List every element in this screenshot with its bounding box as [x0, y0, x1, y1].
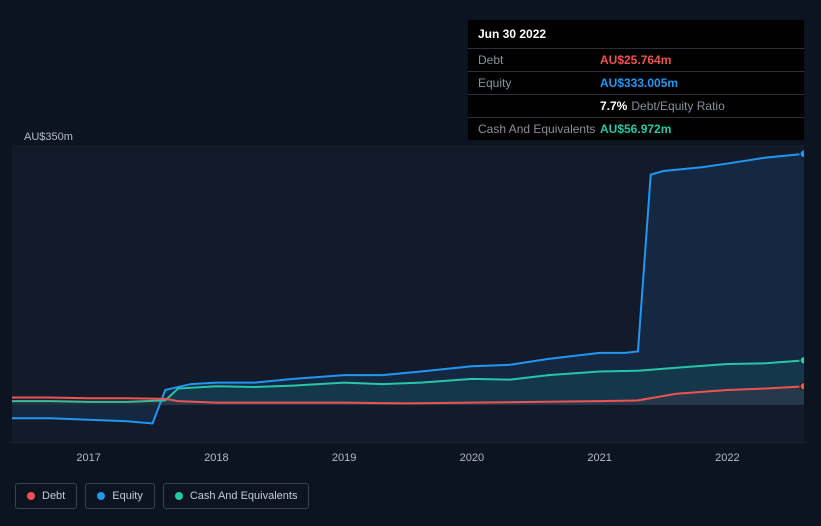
y-axis-tick-label: AU$350m	[24, 131, 73, 143]
tooltip-metric-value: AU$56.972m	[600, 122, 671, 136]
x-axis-tick-label: 2021	[587, 452, 611, 464]
tooltip-metric-label: Equity	[478, 76, 600, 90]
x-axis-tick-label: 2022	[715, 452, 739, 464]
legend-label: Equity	[112, 490, 143, 502]
x-axis-tick-label: 2019	[332, 452, 356, 464]
tooltip-metric-label: Debt	[478, 53, 600, 67]
legend-label: Debt	[42, 490, 65, 502]
balance-sheet-chart	[12, 145, 804, 442]
legend-dot-icon	[97, 492, 105, 500]
chart-legend: Debt Equity Cash And Equivalents	[15, 483, 309, 509]
series-end-marker	[800, 356, 804, 364]
legend-label: Cash And Equivalents	[190, 490, 298, 502]
legend-dot-icon	[175, 492, 183, 500]
tooltip-metric-value: AU$25.764m	[600, 53, 671, 67]
x-axis-tick-label: 2018	[204, 452, 228, 464]
legend-dot-icon	[27, 492, 35, 500]
tooltip-metric-label: Cash And Equivalents	[478, 122, 600, 136]
tooltip-row: EquityAU$333.005m	[468, 72, 804, 95]
tooltip-row: Cash And EquivalentsAU$56.972m	[468, 118, 804, 140]
x-axis-tick-label: 2017	[76, 452, 100, 464]
legend-item-cash-and-equivalents[interactable]: Cash And Equivalents	[163, 483, 310, 509]
x-axis-tick-label: 2020	[460, 452, 484, 464]
tooltip-row: DebtAU$25.764m	[468, 49, 804, 72]
tooltip-row: 7.7%Debt/Equity Ratio	[468, 95, 804, 118]
tooltip-metric-label	[478, 99, 600, 113]
chart-tooltip: Jun 30 2022 DebtAU$25.764mEquityAU$333.0…	[468, 20, 804, 140]
tooltip-metric-value: AU$333.005m	[600, 76, 678, 90]
legend-item-equity[interactable]: Equity	[85, 483, 155, 509]
grid-line	[12, 442, 804, 443]
legend-item-debt[interactable]: Debt	[15, 483, 77, 509]
tooltip-metric-suffix: Debt/Equity Ratio	[631, 99, 724, 113]
series-end-marker	[800, 382, 804, 390]
tooltip-metric-value: 7.7%Debt/Equity Ratio	[600, 99, 725, 113]
series-end-marker	[800, 150, 804, 158]
tooltip-date: Jun 30 2022	[468, 20, 804, 49]
